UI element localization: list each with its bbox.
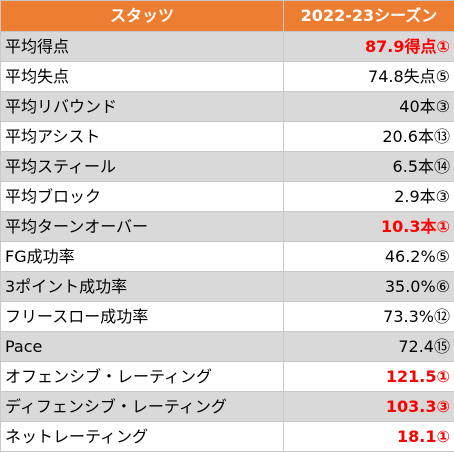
stat-label: 平均アシスト <box>1 122 284 152</box>
stat-value: 121.5① <box>284 362 454 392</box>
stat-label: フリースロー成功率 <box>1 302 284 332</box>
table-row: 平均リバウンド 40本③ <box>1 92 454 122</box>
table-row: 平均ブロック 2.9本③ <box>1 182 454 212</box>
table-row: 平均ターンオーバー 10.3本① <box>1 212 454 242</box>
table-row: 平均得点 87.9得点① <box>1 32 454 62</box>
stat-label: 平均得点 <box>1 32 284 62</box>
stat-label: ネットレーティング <box>1 422 284 452</box>
stat-label: FG成功率 <box>1 242 284 272</box>
table-row: 平均スティール 6.5本⑭ <box>1 152 454 182</box>
table-row: ディフェンシブ・レーティング 103.3③ <box>1 392 454 422</box>
header-row: スタッツ 2022-23シーズン <box>1 1 454 32</box>
stat-label: 平均スティール <box>1 152 284 182</box>
stat-value: 10.3本① <box>284 212 454 242</box>
stat-label: 3ポイント成功率 <box>1 272 284 302</box>
table-row: 平均失点 74.8失点⑤ <box>1 62 454 92</box>
stat-value: 73.3%⑫ <box>284 302 454 332</box>
stat-value: 18.1① <box>284 422 454 452</box>
stat-value: 20.6本⑬ <box>284 122 454 152</box>
table-row: フリースロー成功率 73.3%⑫ <box>1 302 454 332</box>
stat-label: オフェンシブ・レーティング <box>1 362 284 392</box>
stat-value: 35.0%⑥ <box>284 272 454 302</box>
stat-label: Pace <box>1 332 284 362</box>
table-row: ネットレーティング 18.1① <box>1 422 454 452</box>
table-header: スタッツ 2022-23シーズン <box>1 1 454 32</box>
table-row: オフェンシブ・レーティング 121.5① <box>1 362 454 392</box>
stat-label: ディフェンシブ・レーティング <box>1 392 284 422</box>
stat-value: 40本③ <box>284 92 454 122</box>
stat-label: 平均ブロック <box>1 182 284 212</box>
table-row: FG成功率 46.2%⑤ <box>1 242 454 272</box>
table-body: 平均得点 87.9得点① 平均失点 74.8失点⑤ 平均リバウンド 40本③ 平… <box>1 32 454 452</box>
header-stat-label: スタッツ <box>1 1 284 32</box>
table-row: Pace 72.4⑮ <box>1 332 454 362</box>
stat-value: 2.9本③ <box>284 182 454 212</box>
stat-value: 74.8失点⑤ <box>284 62 454 92</box>
stat-value: 103.3③ <box>284 392 454 422</box>
stat-label: 平均リバウンド <box>1 92 284 122</box>
table-row: 3ポイント成功率 35.0%⑥ <box>1 272 454 302</box>
stat-value: 87.9得点① <box>284 32 454 62</box>
stat-value: 46.2%⑤ <box>284 242 454 272</box>
stat-label: 平均失点 <box>1 62 284 92</box>
stat-label: 平均ターンオーバー <box>1 212 284 242</box>
header-season-label: 2022-23シーズン <box>284 1 454 32</box>
stat-value: 6.5本⑭ <box>284 152 454 182</box>
table-row: 平均アシスト 20.6本⑬ <box>1 122 454 152</box>
stat-value: 72.4⑮ <box>284 332 454 362</box>
